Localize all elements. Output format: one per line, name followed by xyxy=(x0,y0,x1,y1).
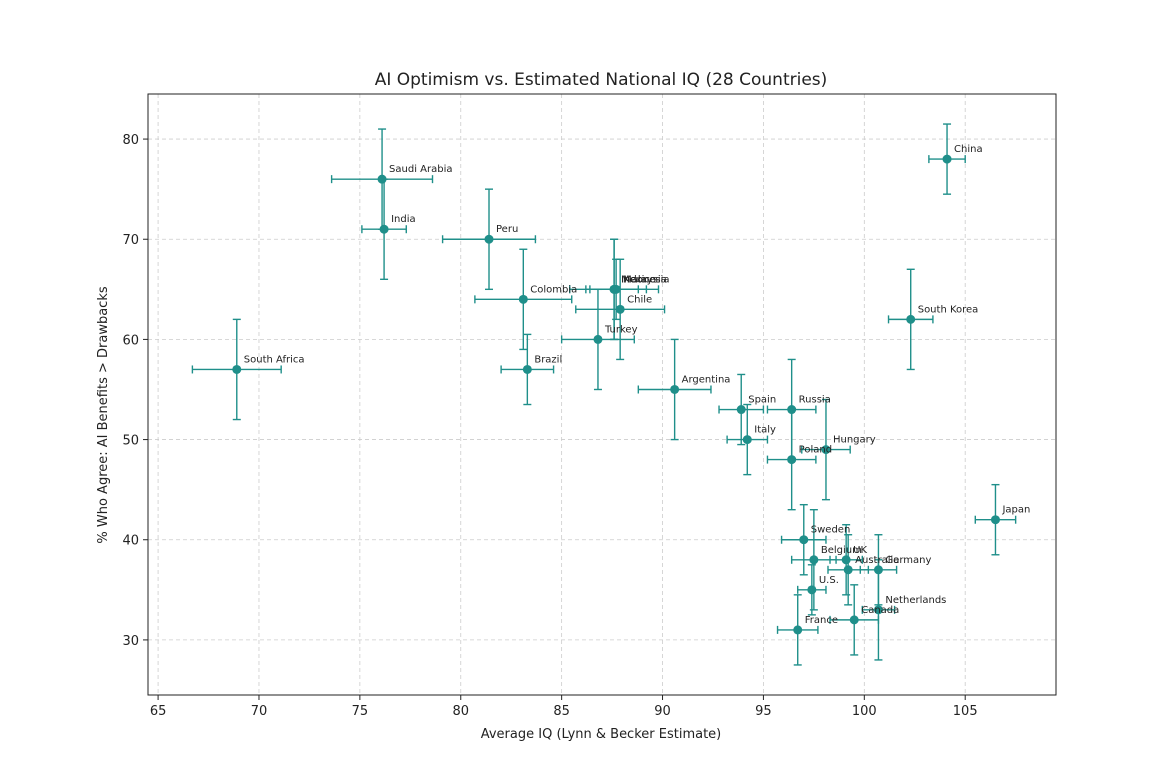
data-point xyxy=(799,535,809,545)
y-tick-label: 40 xyxy=(122,534,139,549)
point-label: Japan xyxy=(1001,505,1030,516)
data-point xyxy=(807,585,817,595)
data-point xyxy=(593,334,603,344)
point-label: Netherlands xyxy=(885,595,946,606)
data-point xyxy=(232,364,242,374)
x-tick-label: 75 xyxy=(352,704,369,719)
point-label: Brazil xyxy=(534,354,562,365)
data-point xyxy=(942,154,952,164)
data-point xyxy=(906,314,916,324)
data-point xyxy=(742,435,752,445)
y-tick-label: 60 xyxy=(122,333,139,348)
axis-ticks: 65 70 75 80 85 90 95 100 105 30 40 50 60 70 80 xyxy=(122,133,977,719)
data-point xyxy=(843,565,853,575)
point-label: Russia xyxy=(799,395,831,406)
y-tick-label: 30 xyxy=(122,634,139,649)
point-label: South Africa xyxy=(244,354,305,365)
data-point xyxy=(873,565,883,575)
data-point xyxy=(518,294,528,304)
x-axis-label: Average IQ (Lynn & Becker Estimate) xyxy=(481,727,722,742)
error-bars xyxy=(191,123,1017,666)
data-point xyxy=(873,605,883,615)
grid-layer xyxy=(148,94,1056,695)
point-label: Italy xyxy=(754,425,776,436)
point-label: Indonesia xyxy=(621,274,669,285)
point-label: Chile xyxy=(627,294,652,305)
data-point xyxy=(377,174,387,184)
data-point xyxy=(787,405,797,415)
data-point xyxy=(736,405,746,415)
chart-title: AI Optimism vs. Estimated National IQ (2… xyxy=(375,70,828,90)
x-tick-label: 105 xyxy=(953,704,978,719)
point-label: Argentina xyxy=(682,374,731,385)
point-label: Hungary xyxy=(833,435,876,446)
y-tick-label: 50 xyxy=(122,434,139,449)
x-tick-label: 90 xyxy=(654,704,671,719)
y-axis-label: % Who Agree: AI Benefits > Drawbacks xyxy=(96,286,111,543)
data-point xyxy=(611,284,621,294)
point-label: South Korea xyxy=(918,304,979,315)
x-tick-label: 100 xyxy=(852,704,877,719)
point-label: France xyxy=(805,615,838,626)
point-label: Saudi Arabia xyxy=(389,164,452,175)
data-point xyxy=(841,555,851,565)
data-point xyxy=(809,555,819,565)
data-point xyxy=(990,515,1000,525)
point-label: Poland xyxy=(799,445,832,456)
point-label: Mexico xyxy=(621,274,656,285)
data-point xyxy=(484,234,494,244)
point-label: Belgium xyxy=(821,545,862,556)
data-point xyxy=(821,445,831,455)
x-tick-label: 95 xyxy=(755,704,772,719)
point-label: Spain xyxy=(748,395,776,406)
point-label: China xyxy=(954,144,983,155)
point-label: Turkey xyxy=(604,324,638,335)
data-point xyxy=(849,615,859,625)
x-tick-label: 65 xyxy=(150,704,167,719)
data-point xyxy=(615,304,625,314)
x-tick-label: 70 xyxy=(251,704,268,719)
y-tick-label: 70 xyxy=(122,233,139,248)
point-label: Colombia xyxy=(530,284,577,295)
point-label: UK xyxy=(853,545,867,556)
data-point xyxy=(379,224,389,234)
x-tick-label: 85 xyxy=(553,704,570,719)
point-label: Peru xyxy=(496,224,518,235)
point-label: Australia xyxy=(855,555,899,566)
point-label: U.S. xyxy=(819,575,839,586)
point-label: India xyxy=(391,214,416,225)
point-label: Germany xyxy=(885,555,931,566)
data-point xyxy=(793,625,803,635)
data-point xyxy=(670,384,680,394)
data-points xyxy=(232,154,1000,635)
point-labels: South Africa Saudi Arabia India Peru Colombi… xyxy=(244,144,1031,626)
point-label: Sweden xyxy=(811,525,851,536)
plot-frame xyxy=(147,93,1057,696)
data-point xyxy=(522,364,532,374)
data-point xyxy=(787,455,797,465)
y-tick-label: 80 xyxy=(122,133,139,148)
point-label: Malaysia xyxy=(623,274,667,285)
point-label: Canada xyxy=(861,605,899,616)
x-tick-label: 80 xyxy=(452,704,469,719)
